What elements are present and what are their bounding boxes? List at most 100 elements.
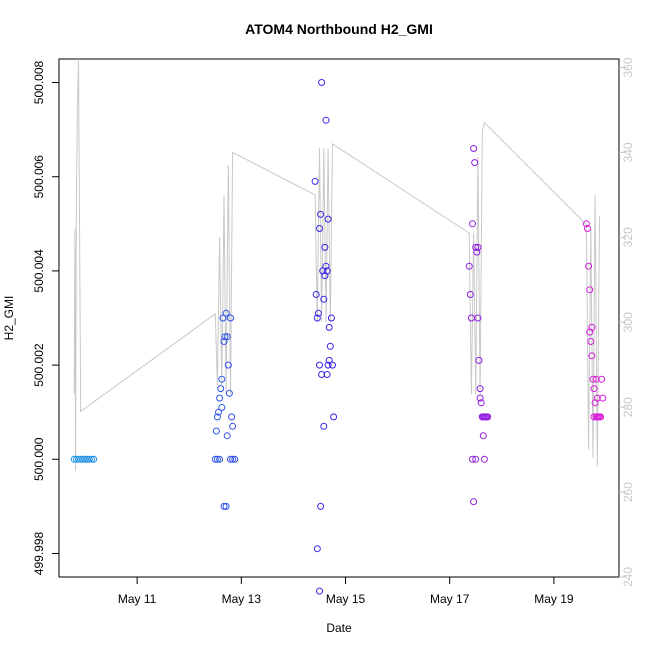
- data-point: [593, 394, 601, 402]
- data-point: [323, 371, 331, 378]
- data-point: [229, 422, 237, 430]
- data-point: [324, 361, 332, 369]
- chart-title: ATOM4 Northbound H2_GMI: [245, 21, 433, 37]
- data-point: [220, 338, 228, 345]
- data-point: [224, 361, 232, 369]
- y-tick-label: 500.006: [32, 155, 46, 199]
- x-axis: May 11 May 13 May 15 May 17 May 19: [118, 576, 574, 606]
- data-point: [584, 225, 591, 232]
- data-point: [222, 502, 230, 510]
- data-point: [588, 352, 596, 360]
- data-point: [90, 455, 98, 463]
- data-point: [484, 413, 492, 421]
- y-tick-label: 500.008: [32, 60, 46, 104]
- data-point: [312, 291, 320, 298]
- data-point: [215, 408, 222, 416]
- data-point: [586, 286, 594, 294]
- secondary-series-path: [73, 58, 600, 471]
- x-tick-label: May 17: [430, 592, 470, 606]
- data-point: [225, 389, 233, 397]
- data-point: [597, 413, 605, 421]
- y-axis-label: H2_GMI: [2, 296, 16, 341]
- data-point: [327, 314, 335, 322]
- data-point: [316, 225, 323, 232]
- y2-tick-label: 280: [621, 397, 635, 417]
- data-point: [480, 455, 488, 463]
- y2-tick-label: 320: [621, 227, 635, 247]
- data-point: [316, 587, 323, 595]
- y2-tick-label: 300: [621, 312, 635, 332]
- y-tick-label: 500.002: [32, 343, 46, 387]
- data-point: [587, 338, 595, 345]
- data-point: [325, 323, 333, 331]
- data-point: [598, 375, 606, 383]
- y-tick-label: 500.004: [32, 249, 46, 293]
- data-point: [474, 243, 482, 251]
- x-tick-label: May 11: [118, 592, 157, 606]
- data-point: [472, 243, 480, 251]
- data-point: [471, 159, 479, 167]
- y-axis: 499.998 500.000 500.002 500.004 500.006 500.0…: [32, 60, 59, 575]
- data-point: [320, 295, 328, 303]
- data-point: [467, 314, 475, 322]
- data-point: [216, 394, 224, 402]
- data-point: [223, 333, 231, 341]
- data-point: [469, 220, 476, 228]
- data-point: [330, 413, 338, 421]
- data-points: [70, 79, 607, 595]
- data-point: [318, 79, 326, 86]
- data-point: [229, 455, 237, 463]
- data-point: [476, 394, 484, 402]
- data-point: [220, 502, 228, 510]
- y-tick-label: 500.000: [32, 437, 46, 481]
- data-point: [593, 413, 601, 421]
- y2-tick-label: 260: [621, 482, 635, 502]
- data-point: [469, 455, 476, 463]
- data-point: [317, 210, 325, 218]
- data-point: [314, 309, 322, 317]
- data-point: [590, 385, 598, 393]
- data-point: [218, 375, 226, 383]
- data-point: [311, 177, 319, 185]
- data-point: [213, 455, 221, 463]
- data-point: [217, 385, 225, 393]
- data-point: [585, 262, 593, 270]
- data-point: [85, 455, 93, 463]
- data-point: [329, 361, 336, 369]
- y2-tick-label: 240: [621, 567, 635, 587]
- data-point: [476, 385, 484, 393]
- data-point: [465, 262, 473, 270]
- data-point: [219, 314, 227, 322]
- data-point: [213, 413, 221, 421]
- data-point: [221, 333, 229, 341]
- data-point: [466, 291, 474, 298]
- data-point: [320, 422, 328, 430]
- data-point: [223, 432, 231, 440]
- y2-tick-label: 360: [621, 57, 635, 77]
- data-point: [313, 314, 321, 322]
- data-point: [475, 356, 483, 364]
- data-point: [592, 375, 600, 383]
- data-point: [479, 432, 487, 440]
- data-point: [222, 309, 230, 317]
- data-point: [212, 427, 220, 435]
- data-point: [599, 394, 607, 402]
- data-point: [588, 323, 596, 331]
- data-point: [324, 215, 332, 223]
- data-point: [470, 498, 478, 506]
- data-point: [589, 375, 597, 383]
- data-point: [317, 502, 325, 510]
- y-tick-label: 499.998: [32, 531, 46, 575]
- data-point: [474, 314, 482, 322]
- y2-tick-label: 340: [621, 142, 635, 162]
- y2-axis: 240 260 280 300 320 340 360: [619, 57, 635, 587]
- data-point: [321, 243, 329, 251]
- data-point: [325, 356, 333, 364]
- x-tick-label: May 13: [222, 592, 262, 606]
- secondary-series-line: [73, 58, 600, 471]
- data-point: [322, 262, 330, 270]
- data-point: [316, 361, 323, 369]
- data-point: [322, 116, 330, 124]
- data-point: [228, 413, 236, 421]
